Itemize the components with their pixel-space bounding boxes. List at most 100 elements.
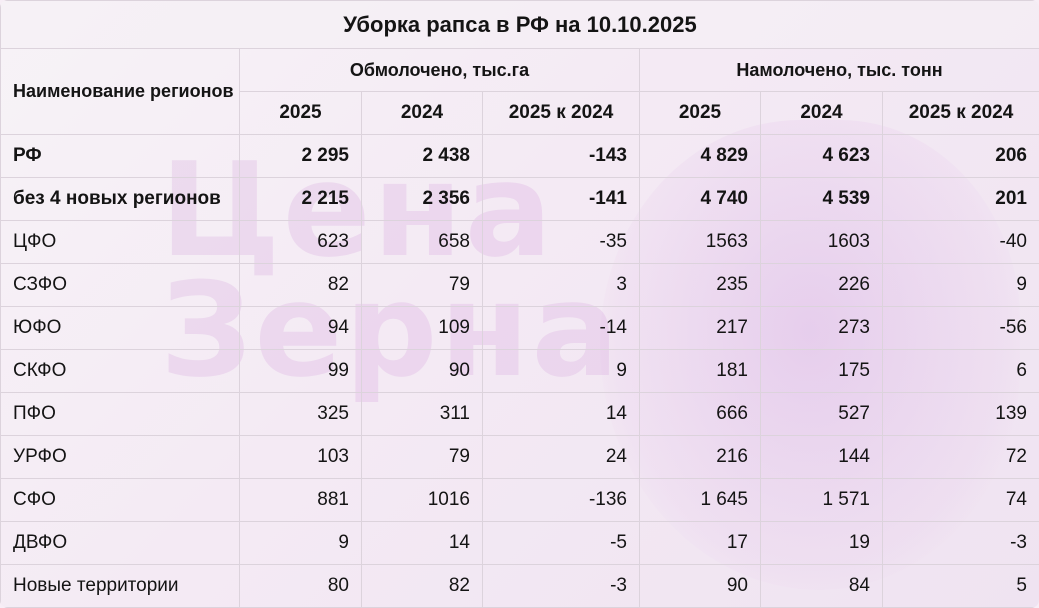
col-2025-area: 2025 xyxy=(239,91,362,135)
region-name-header: Наименование регионов xyxy=(0,48,240,135)
value-cell: 2 356 xyxy=(361,177,483,221)
value-cell: 6 xyxy=(882,349,1039,393)
value-cell: 72 xyxy=(882,435,1039,479)
region-name-cell: РФ xyxy=(0,134,240,178)
value-cell: 9 xyxy=(482,349,640,393)
value-cell: -143 xyxy=(482,134,640,178)
region-name-cell: ЦФО xyxy=(0,220,240,264)
value-cell: 9 xyxy=(882,263,1039,307)
value-cell: 17 xyxy=(639,521,761,565)
harvest-volume-header: Намолочено, тыс. тонн xyxy=(639,48,1039,92)
value-cell: -3 xyxy=(482,564,640,608)
table-row: ЦФО 623 658 -35 1563 1603 -40 xyxy=(0,220,1039,264)
value-cell: 2 295 xyxy=(239,134,362,178)
region-name-cell: ДВФО xyxy=(0,521,240,565)
table-row: Новые территории 80 82 -3 90 84 5 xyxy=(0,564,1039,608)
value-cell: 19 xyxy=(760,521,883,565)
value-cell: 325 xyxy=(239,392,362,436)
value-cell: 3 xyxy=(482,263,640,307)
value-cell: 4 829 xyxy=(639,134,761,178)
value-cell: 139 xyxy=(882,392,1039,436)
table-row: УРФО 103 79 24 216 144 72 xyxy=(0,435,1039,479)
value-cell: 74 xyxy=(882,478,1039,522)
value-cell: 181 xyxy=(639,349,761,393)
value-cell: 5 xyxy=(882,564,1039,608)
table-row: СКФО 99 90 9 181 175 6 xyxy=(0,349,1039,393)
value-cell: 623 xyxy=(239,220,362,264)
table-title: Уборка рапса в РФ на 10.10.2025 xyxy=(0,0,1039,49)
value-cell: 2 438 xyxy=(361,134,483,178)
threshed-area-header: Обмолочено, тыс.га xyxy=(239,48,640,92)
region-name-cell: УРФО xyxy=(0,435,240,479)
value-cell: 94 xyxy=(239,306,362,350)
value-cell: 109 xyxy=(361,306,483,350)
value-cell: -40 xyxy=(882,220,1039,264)
value-cell: 14 xyxy=(361,521,483,565)
value-cell: -3 xyxy=(882,521,1039,565)
value-cell: 79 xyxy=(361,435,483,479)
value-cell: -5 xyxy=(482,521,640,565)
table-row: СЗФО 82 79 3 235 226 9 xyxy=(0,263,1039,307)
value-cell: 201 xyxy=(882,177,1039,221)
value-cell: 99 xyxy=(239,349,362,393)
value-cell: 1563 xyxy=(639,220,761,264)
region-name-cell: СЗФО xyxy=(0,263,240,307)
value-cell: 216 xyxy=(639,435,761,479)
value-cell: 80 xyxy=(239,564,362,608)
region-name-cell: СКФО xyxy=(0,349,240,393)
col-2024-area: 2024 xyxy=(361,91,483,135)
col-diff-area: 2025 к 2024 xyxy=(482,91,640,135)
value-cell: 1 645 xyxy=(639,478,761,522)
region-name-cell: СФО xyxy=(0,478,240,522)
value-cell: 658 xyxy=(361,220,483,264)
value-cell: 311 xyxy=(361,392,483,436)
region-name-cell: ЮФО xyxy=(0,306,240,350)
value-cell: 1016 xyxy=(361,478,483,522)
value-cell: 206 xyxy=(882,134,1039,178)
table-row: ДВФО 9 14 -5 17 19 -3 xyxy=(0,521,1039,565)
value-cell: 90 xyxy=(361,349,483,393)
value-cell: 14 xyxy=(482,392,640,436)
value-cell: 666 xyxy=(639,392,761,436)
region-name-cell: Новые территории xyxy=(0,564,240,608)
value-cell: 82 xyxy=(239,263,362,307)
col-2024-volume: 2024 xyxy=(760,91,883,135)
value-cell: 527 xyxy=(760,392,883,436)
value-cell: -14 xyxy=(482,306,640,350)
value-cell: 103 xyxy=(239,435,362,479)
value-cell: 82 xyxy=(361,564,483,608)
value-cell: 273 xyxy=(760,306,883,350)
table-row: РФ 2 295 2 438 -143 4 829 4 623 206 xyxy=(0,134,1039,178)
table-row: без 4 новых регионов 2 215 2 356 -141 4 740 4… xyxy=(0,177,1039,221)
value-cell: -35 xyxy=(482,220,640,264)
value-cell: 2 215 xyxy=(239,177,362,221)
value-cell: 881 xyxy=(239,478,362,522)
region-name-cell: без 4 новых регионов xyxy=(0,177,240,221)
table-row: СФО 881 1016 -136 1 645 1 571 74 xyxy=(0,478,1039,522)
value-cell: 1 571 xyxy=(760,478,883,522)
region-name-cell: ПФО xyxy=(0,392,240,436)
value-cell: 24 xyxy=(482,435,640,479)
table-row: ЮФО 94 109 -14 217 273 -56 xyxy=(0,306,1039,350)
value-cell: 235 xyxy=(639,263,761,307)
value-cell: 4 539 xyxy=(760,177,883,221)
value-cell: 4 623 xyxy=(760,134,883,178)
value-cell: 144 xyxy=(760,435,883,479)
value-cell: 226 xyxy=(760,263,883,307)
value-cell: 217 xyxy=(639,306,761,350)
value-cell: 4 740 xyxy=(639,177,761,221)
value-cell: 79 xyxy=(361,263,483,307)
value-cell: -136 xyxy=(482,478,640,522)
value-cell: 84 xyxy=(760,564,883,608)
col-2025-volume: 2025 xyxy=(639,91,761,135)
value-cell: -141 xyxy=(482,177,640,221)
col-diff-volume: 2025 к 2024 xyxy=(882,91,1039,135)
value-cell: 175 xyxy=(760,349,883,393)
value-cell: 90 xyxy=(639,564,761,608)
value-cell: 9 xyxy=(239,521,362,565)
table-row: ПФО 325 311 14 666 527 139 xyxy=(0,392,1039,436)
value-cell: 1603 xyxy=(760,220,883,264)
value-cell: -56 xyxy=(882,306,1039,350)
